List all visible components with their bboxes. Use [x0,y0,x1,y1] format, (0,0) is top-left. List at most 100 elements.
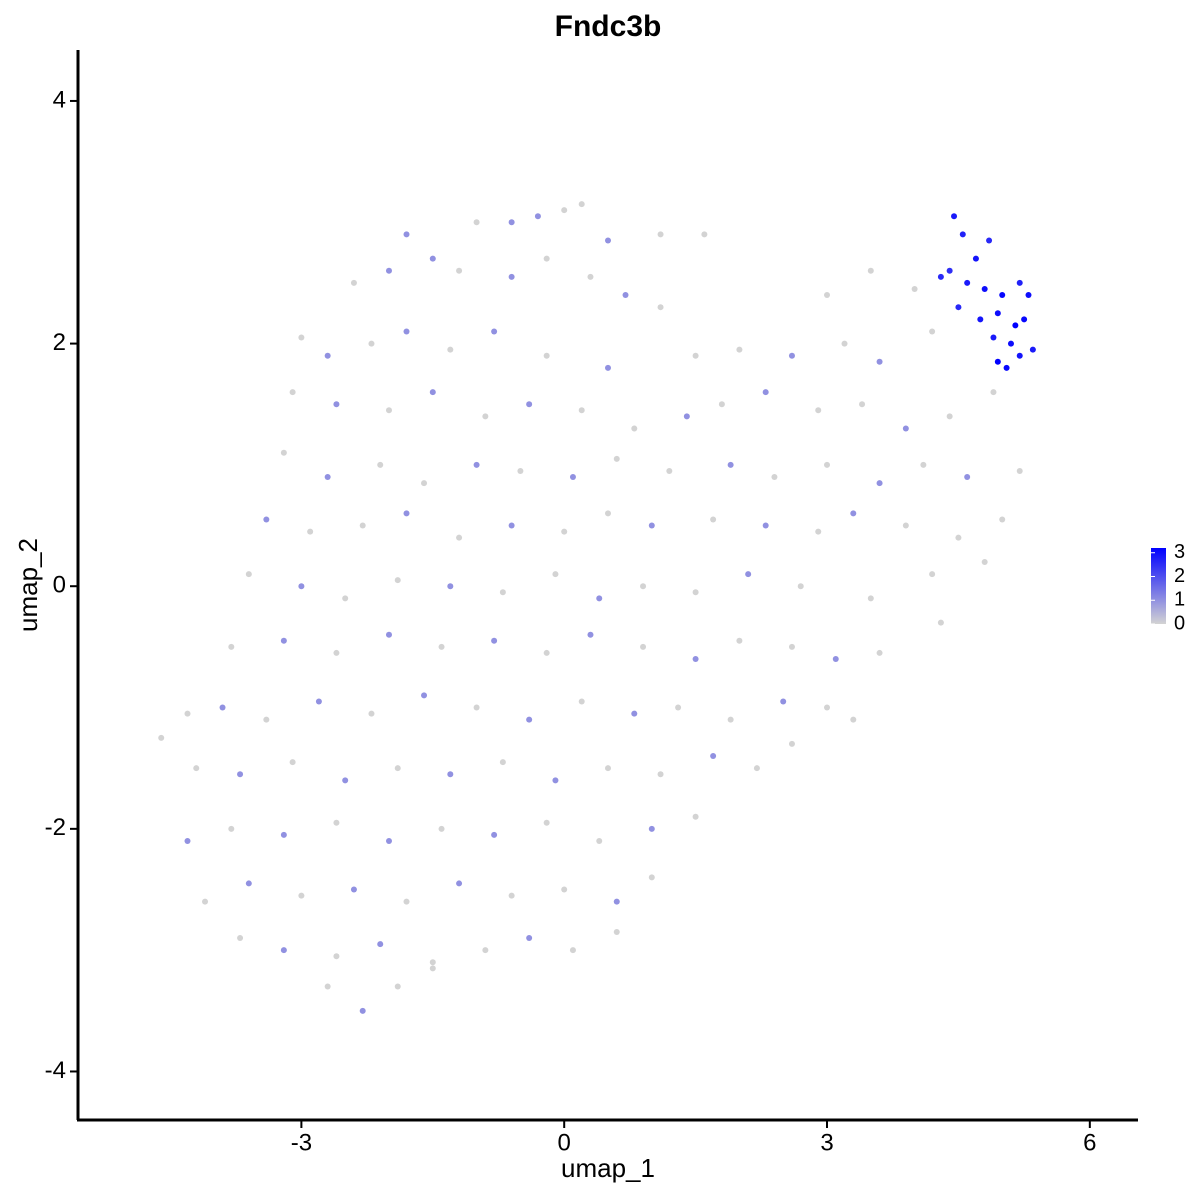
point [788,352,795,359]
point [815,528,822,535]
point [333,649,340,656]
point [876,480,883,487]
point [867,595,874,602]
point [999,292,1006,299]
y-axis-title: umap_2 [13,538,43,632]
y-tick-label: 2 [53,329,66,356]
point [1007,340,1014,347]
point [324,474,331,481]
point [771,474,778,481]
point [429,255,436,262]
point [447,346,454,353]
point [193,765,200,772]
point [683,413,690,420]
point [736,637,743,644]
point [491,637,498,644]
point [333,819,340,826]
point [403,231,410,238]
point [534,213,541,220]
point [482,413,489,420]
point [1029,346,1036,353]
point [876,649,883,656]
point [438,825,445,832]
point [359,1007,366,1014]
point [946,413,953,420]
point [788,643,795,650]
point [640,583,647,590]
point [543,255,550,262]
point [280,637,287,644]
point [605,364,611,371]
point [508,219,515,226]
point [990,389,997,396]
point [578,201,585,208]
point [508,273,515,280]
point [456,880,463,887]
point [473,461,480,468]
point [359,522,366,529]
point [692,656,699,663]
y-tick-label: -4 [45,1057,66,1084]
point [955,534,962,541]
point [561,207,568,214]
point [631,425,638,432]
point [613,928,620,935]
point [999,516,1006,523]
point [289,389,296,396]
point [552,777,559,784]
point [951,213,958,220]
point [929,571,936,578]
point [797,583,804,590]
point [385,631,392,638]
point [377,461,384,468]
point [315,698,322,705]
point [727,716,734,723]
point [815,407,822,414]
point [499,589,506,596]
point [613,455,620,462]
point [429,959,436,966]
point [1003,364,1010,371]
point [184,837,191,844]
x-tick-label: 3 [820,1129,833,1156]
point [421,480,428,487]
point [675,704,682,711]
point [263,516,270,523]
point [298,583,305,590]
point [902,425,909,432]
point [508,522,515,529]
point [228,825,235,832]
point [631,710,638,717]
point [946,267,953,274]
point [605,765,611,772]
point [981,285,988,292]
point [780,698,787,705]
point [377,941,384,948]
point [499,759,506,766]
point [964,279,971,286]
point [692,589,699,596]
point [937,619,944,626]
point [491,831,498,838]
point [228,643,235,650]
chart-title: Fndc3b [555,10,662,43]
point [867,267,874,274]
point [219,704,226,711]
point [648,522,655,529]
point [342,777,349,784]
point [482,947,489,954]
point [403,510,410,517]
point [605,237,611,244]
point [596,837,603,844]
point [543,649,550,656]
point [718,401,725,408]
point [385,837,392,844]
point [657,304,664,311]
point [237,771,244,778]
point [473,219,480,226]
point [1025,292,1032,299]
point [517,467,524,474]
point [543,819,550,826]
point [964,474,971,481]
point [184,710,191,717]
